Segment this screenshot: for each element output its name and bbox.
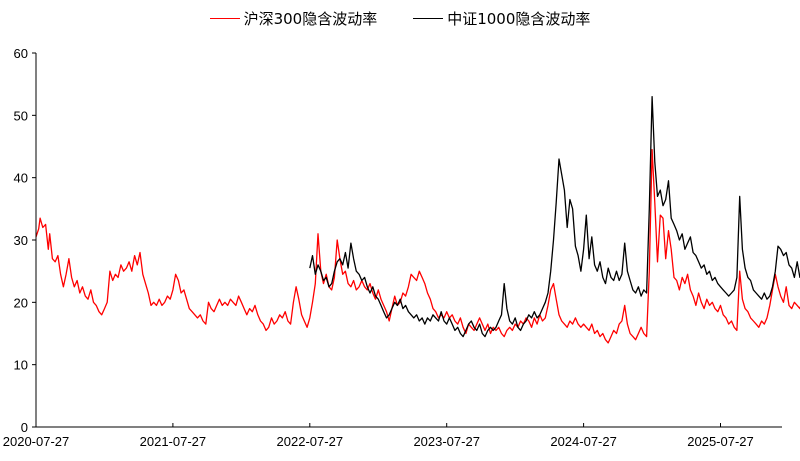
x-ticks: 2020-07-27 2021-07-27 2022-07-27 2023-07-27… [3, 423, 754, 449]
y-tick-label: 30 [14, 233, 28, 248]
legend-item-hs300: 沪深300隐含波动率 [209, 8, 378, 29]
y-ticks: 0 10 20 30 40 50 60 [14, 46, 36, 435]
y-tick-label: 20 [14, 295, 28, 310]
x-tick-label: 2022-07-27 [277, 434, 344, 449]
legend-label-csi1000: 中证1000隐含波动率 [447, 10, 591, 28]
y-tick-label: 40 [14, 171, 28, 186]
x-tick-label: 2021-07-27 [140, 434, 207, 449]
legend-swatch-hs300 [209, 18, 240, 19]
x-tick-label: 2023-07-27 [413, 434, 480, 449]
legend-swatch-csi1000 [413, 18, 444, 19]
x-tick-label: 2020-07-27 [3, 434, 70, 449]
series-hs300-line [35, 148, 800, 344]
legend-item-csi1000: 中证1000隐含波动率 [413, 8, 590, 29]
y-tick-label: 10 [14, 358, 28, 373]
x-tick-label: 2025-07-27 [687, 434, 754, 449]
y-tick-label: 50 [14, 108, 28, 123]
legend-label-hs300: 沪深300隐含波动率 [243, 10, 378, 28]
chart-legend: 沪深300隐含波动率 中证1000隐含波动率 [0, 8, 800, 29]
y-tick-label: 0 [21, 420, 28, 435]
series-csi1000-line [309, 95, 800, 338]
y-tick-label: 60 [14, 46, 28, 61]
series-layer [35, 95, 800, 344]
x-tick-label: 2024-07-27 [550, 434, 617, 449]
